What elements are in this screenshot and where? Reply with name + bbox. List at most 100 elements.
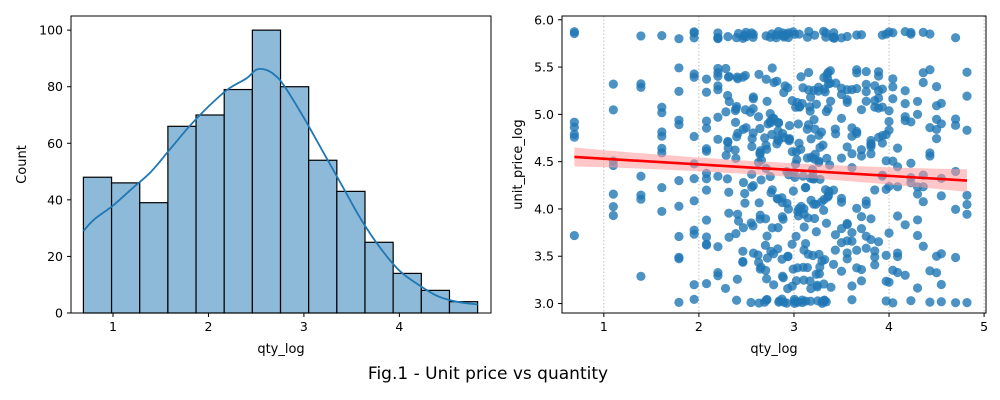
scatter-point bbox=[761, 140, 771, 150]
scatter-point bbox=[724, 232, 734, 242]
scatter-point bbox=[701, 239, 712, 249]
histogram-bar bbox=[279, 86, 310, 314]
scatter-point bbox=[748, 221, 758, 231]
scatter-y-tick-label: 6.0 bbox=[534, 12, 554, 27]
scatter-point bbox=[674, 231, 684, 242]
scatter-point bbox=[816, 127, 827, 137]
scatter-point bbox=[804, 67, 814, 78]
scatter-point bbox=[701, 232, 712, 242]
scatter-point bbox=[636, 79, 646, 89]
scatter-point bbox=[755, 123, 765, 134]
scatter-y-tick-label: 3.5 bbox=[534, 249, 554, 264]
scatter-point bbox=[569, 230, 579, 241]
scatter-point bbox=[814, 269, 825, 279]
scatter-point bbox=[884, 125, 894, 135]
scatter-point bbox=[766, 188, 776, 198]
scatter-point bbox=[936, 249, 946, 259]
scatter-point bbox=[657, 182, 667, 193]
histogram-bar bbox=[392, 272, 422, 314]
scatter-point bbox=[884, 116, 894, 127]
scatter-point bbox=[723, 90, 733, 101]
scatter-point bbox=[931, 134, 942, 144]
kde-curve bbox=[82, 67, 478, 306]
scatter-point bbox=[918, 77, 928, 88]
scatter-point bbox=[720, 283, 731, 294]
histogram-y-tick-label: 100 bbox=[39, 23, 63, 38]
scatter-point bbox=[847, 228, 857, 238]
scatter-x-tick-label: 5 bbox=[980, 319, 988, 334]
scatter-point bbox=[873, 71, 884, 81]
scatter-point bbox=[810, 30, 820, 40]
scatter-point bbox=[950, 298, 961, 308]
scatter-point bbox=[733, 209, 743, 219]
scatter-point bbox=[884, 277, 894, 287]
scatter-point bbox=[906, 296, 916, 306]
scatter-panel: 1 2 3 4 5 3.0 3.5 4.0 4.5 5.0 5.5 6.0 qty_log unit… bbox=[511, 12, 988, 357]
scatter-point bbox=[701, 87, 712, 97]
scatter-point bbox=[925, 151, 935, 161]
scatter-point bbox=[809, 115, 819, 125]
scatter-point bbox=[608, 79, 618, 89]
scatter-point bbox=[820, 255, 830, 265]
scatter-point bbox=[950, 120, 961, 130]
scatter-point bbox=[748, 29, 758, 39]
scatter-point bbox=[754, 257, 764, 267]
scatter-point bbox=[773, 223, 783, 233]
scatter-point bbox=[657, 143, 667, 153]
scatter-point bbox=[912, 215, 923, 225]
scatter-point bbox=[847, 295, 857, 305]
scatter-point bbox=[784, 120, 795, 131]
scatter-point bbox=[787, 239, 797, 249]
scatter-point bbox=[701, 116, 712, 126]
scatter-point bbox=[801, 182, 811, 193]
scatter-point bbox=[950, 252, 961, 263]
scatter-point bbox=[836, 153, 847, 163]
scatter-point bbox=[931, 82, 942, 92]
scatter-point bbox=[753, 112, 764, 122]
scatter-point bbox=[936, 279, 946, 290]
scatter-point bbox=[821, 218, 832, 228]
scatter-point bbox=[701, 123, 712, 133]
scatter-point bbox=[674, 120, 684, 130]
scatter-point bbox=[724, 208, 734, 218]
scatter-point bbox=[760, 214, 771, 224]
scatter-point bbox=[772, 76, 782, 86]
scatter-point bbox=[783, 83, 793, 93]
scatter-point bbox=[569, 117, 579, 127]
scatter-point bbox=[805, 276, 815, 286]
histogram-x-tick-label: 2 bbox=[204, 319, 212, 334]
scatter-point bbox=[657, 206, 667, 217]
histogram-bar bbox=[251, 29, 282, 314]
scatter-point bbox=[674, 254, 684, 264]
scatter-point bbox=[918, 241, 928, 251]
scatter-point bbox=[826, 282, 836, 292]
scatter-point bbox=[847, 281, 857, 291]
scatter-point bbox=[842, 220, 852, 230]
scatter-point bbox=[674, 176, 684, 186]
scatter-point bbox=[738, 177, 749, 188]
scatter-point bbox=[892, 267, 903, 278]
scatter-point bbox=[769, 280, 779, 290]
histogram-bar bbox=[420, 289, 451, 314]
scatter-point bbox=[866, 135, 876, 146]
scatter-point bbox=[797, 98, 807, 109]
scatter-point bbox=[888, 298, 898, 308]
scatter-point bbox=[802, 32, 813, 42]
scatter-point bbox=[884, 106, 894, 116]
scatter-x-tick-label: 4 bbox=[885, 319, 893, 334]
scatter-point bbox=[753, 250, 763, 260]
histogram-y-ticks: 0 20 40 60 80 100 bbox=[39, 23, 71, 321]
histogram-x-tick-label: 1 bbox=[109, 319, 117, 334]
scatter-point bbox=[731, 295, 742, 305]
scatter-point bbox=[738, 246, 748, 256]
histogram-bar bbox=[308, 159, 338, 314]
scatter-point bbox=[713, 85, 723, 95]
scatter-point bbox=[748, 128, 758, 138]
scatter-point bbox=[866, 142, 876, 152]
scatter-point bbox=[754, 69, 764, 79]
scatter-point bbox=[877, 138, 887, 148]
scatter-point bbox=[713, 134, 723, 144]
scatter-point bbox=[819, 279, 829, 289]
histogram-x-axis-label: qty_log bbox=[257, 342, 304, 357]
